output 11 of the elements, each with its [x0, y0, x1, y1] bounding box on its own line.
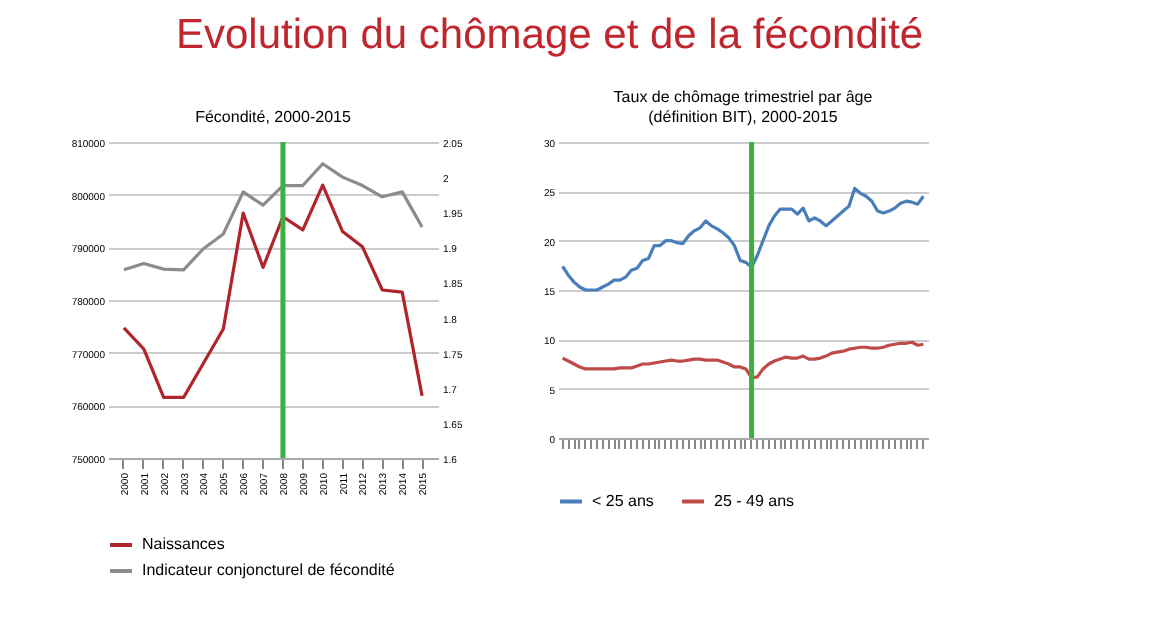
legend-label: Indicateur conjoncturel de fécondité — [142, 561, 396, 579]
legend-label: Naissances — [142, 535, 225, 553]
line-series — [122, 162, 424, 272]
legend-label: < 25 ans — [592, 491, 654, 510]
chart-title: Taux de chômage trimestriel par âge (définition BIT), 2000-2015 — [613, 88, 874, 126]
line-series — [122, 183, 424, 400]
legend-label: 25 - 49 ans — [714, 491, 795, 510]
line-series — [560, 340, 926, 380]
chart-title: Fécondité, 2000-2015 — [195, 108, 352, 126]
line-series — [560, 186, 926, 292]
text: Evolution du chômage et de la fécondité — [176, 12, 924, 60]
